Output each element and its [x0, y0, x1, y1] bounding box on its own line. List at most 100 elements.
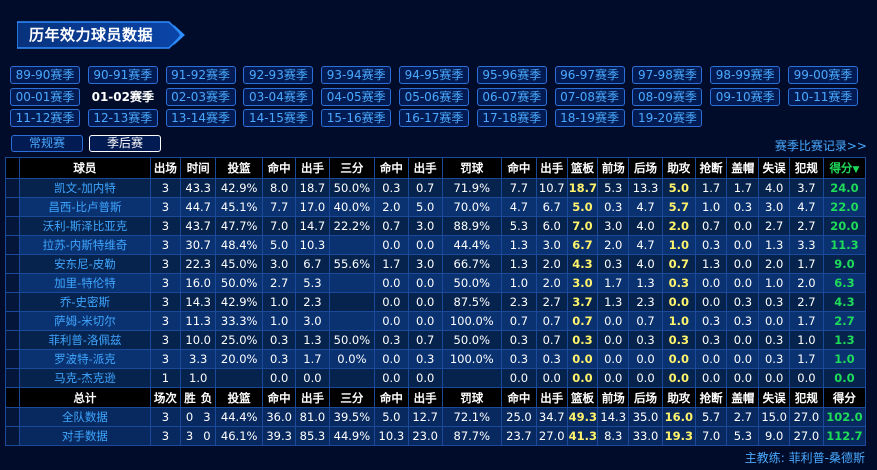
column-header[interactable]: 得分▼: [822, 157, 867, 179]
player-name-link[interactable]: 拉苏-内斯特维奇: [19, 235, 151, 255]
stat-cell: 5.3: [501, 216, 537, 236]
column-header[interactable]: 三分: [328, 157, 375, 179]
season-button[interactable]: 04-05赛季: [321, 87, 392, 106]
stat-cell: 15.0: [758, 407, 790, 427]
stat-cell: 3.7: [566, 292, 599, 312]
row-spacer: [4, 292, 21, 312]
coach-name[interactable]: 菲利普-桑德斯: [788, 451, 865, 465]
season-button[interactable]: 94-95赛季: [399, 66, 469, 84]
season-button[interactable]: 09-10赛季: [710, 87, 781, 106]
player-name-link[interactable]: 加里-特伦特: [19, 273, 151, 293]
stat-cell: 3.0: [262, 254, 297, 274]
stat-cell: 0.3: [694, 311, 728, 331]
column-header[interactable]: 篮板: [566, 157, 599, 179]
season-button[interactable]: 95-96赛季: [476, 66, 547, 84]
column-header[interactable]: 命中: [373, 157, 409, 179]
column-header[interactable]: 助攻: [661, 157, 696, 179]
column-header[interactable]: 盖帽: [726, 157, 760, 179]
stat-cell: 1: [149, 368, 182, 388]
player-name-link[interactable]: 昌西-比卢普斯: [19, 197, 151, 217]
season-button[interactable]: 15-16赛季: [321, 109, 392, 128]
column-header[interactable]: 出手: [295, 157, 330, 179]
season-button[interactable]: 06-07赛季: [476, 87, 547, 106]
summary-label[interactable]: 全队数据: [19, 407, 151, 427]
player-name-link[interactable]: 沃利-斯泽比亚克: [19, 216, 151, 236]
stat-cell: 0.3: [373, 178, 409, 198]
column-header[interactable]: 出场: [149, 157, 182, 179]
player-name-link[interactable]: 菲利普-洛佩兹: [19, 330, 151, 350]
stat-cell: 0.0: [628, 368, 663, 388]
stat-cell: 45.1%: [215, 197, 264, 217]
season-button[interactable]: 91-92赛季: [165, 66, 236, 84]
season-button[interactable]: 16-17赛季: [399, 109, 469, 128]
stat-cell: 50.0%: [328, 178, 375, 198]
season-button[interactable]: 98-99赛季: [710, 66, 781, 84]
stat-cell: 0.3: [501, 349, 537, 369]
season-button[interactable]: 14-15赛季: [243, 109, 314, 128]
player-row: 菲利普-洛佩兹 3 10.0 25.0% 0.3 1.3 50.0% 0.3 0.7 50.0% 0…: [4, 330, 867, 350]
season-button[interactable]: 00-01赛季: [10, 87, 80, 106]
player-name-link[interactable]: 马克-杰克逊: [19, 368, 151, 388]
stat-cell: 0.0: [822, 368, 867, 388]
season-button[interactable]: 03-04赛季: [243, 87, 314, 106]
player-name-link[interactable]: 安东尼-皮勒: [19, 254, 151, 274]
season-button[interactable]: 13-14赛季: [165, 109, 236, 128]
season-button[interactable]: 19-20赛季: [632, 109, 703, 128]
column-header[interactable]: 出手: [407, 157, 443, 179]
stat-cell: 1.3: [597, 292, 630, 312]
player-name-link[interactable]: 罗波特-派克: [19, 349, 151, 369]
stat-cell: 0.0%: [328, 349, 375, 369]
stat-cell: 2.0: [661, 216, 696, 236]
column-header[interactable]: 命中: [501, 157, 537, 179]
season-button[interactable]: 17-18赛季: [476, 109, 547, 128]
summary-column-header: 投篮: [215, 387, 264, 408]
column-header[interactable]: 抢断: [694, 157, 728, 179]
stat-cell: 12.7: [407, 407, 443, 427]
column-header[interactable]: 投篮: [215, 157, 264, 179]
season-button[interactable]: 07-08赛季: [554, 87, 625, 106]
column-header[interactable]: 罚球: [441, 157, 503, 179]
season-button[interactable]: 96-97赛季: [554, 66, 625, 84]
player-name-link[interactable]: 萨姆-米切尔: [19, 311, 151, 331]
season-game-record-link[interactable]: 赛季比赛记录>>: [774, 139, 867, 153]
season-button[interactable]: 08-09赛季: [632, 87, 703, 106]
stat-cell: 0.0: [726, 368, 760, 388]
season-button[interactable]: 93-94赛季: [321, 66, 392, 84]
season-button[interactable]: 89-90赛季: [10, 66, 80, 84]
season-button[interactable]: 11-12赛季: [10, 109, 80, 128]
column-header[interactable]: 犯规: [789, 157, 824, 179]
season-button[interactable]: 97-98赛季: [632, 66, 703, 84]
column-header[interactable]: 后场: [628, 157, 663, 179]
column-header[interactable]: 前场: [597, 157, 630, 179]
wins-value: 0: [185, 410, 194, 424]
column-header-label: 助攻: [667, 161, 691, 175]
season-button[interactable]: 99-00赛季: [788, 66, 858, 84]
season-button[interactable]: 01-02赛季: [91, 89, 154, 104]
season-button[interactable]: 92-93赛季: [243, 66, 314, 84]
season-button[interactable]: 12-13赛季: [87, 109, 158, 128]
column-header[interactable]: 时间: [180, 157, 217, 179]
stat-cell: 0.3: [726, 292, 760, 312]
stat-cell: 9.0: [758, 426, 790, 446]
column-header[interactable]: 命中: [262, 157, 297, 179]
season-button[interactable]: 18-19赛季: [554, 109, 625, 128]
stat-cell: 33.0: [628, 426, 663, 446]
season-button[interactable]: 90-91赛季: [87, 66, 158, 84]
tab-playoffs[interactable]: 季后赛: [89, 135, 161, 152]
column-header[interactable]: 失误: [758, 157, 790, 179]
stat-cell: 5.0: [373, 407, 409, 427]
summary-label[interactable]: 对手数据: [19, 426, 151, 446]
stat-cell: 43.7: [180, 216, 217, 236]
column-header[interactable]: 出手: [535, 157, 568, 179]
player-name-link[interactable]: 凯文-加内特: [19, 178, 151, 198]
season-button[interactable]: 02-03赛季: [165, 87, 236, 106]
stat-cell: 1.7: [694, 178, 728, 198]
player-name-link[interactable]: 乔-史密斯: [19, 292, 151, 312]
player-row: 凯文-加内特 3 43.3 42.9% 8.0 18.7 50.0% 0.3 0.7 71.9% 7…: [4, 178, 867, 198]
season-button[interactable]: 05-06赛季: [399, 87, 469, 106]
tab-regular-season[interactable]: 常规赛: [11, 135, 83, 152]
stat-cell: 0.0: [373, 311, 409, 331]
column-header[interactable]: 球员: [19, 157, 151, 179]
season-button[interactable]: 10-11赛季: [788, 87, 858, 106]
